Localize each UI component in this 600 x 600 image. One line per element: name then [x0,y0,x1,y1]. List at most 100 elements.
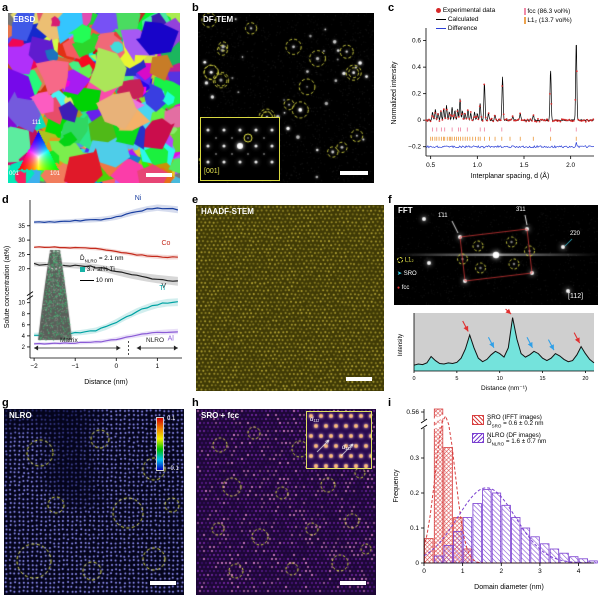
svg-text:4: 4 [22,334,26,340]
svg-text:−0.2: −0.2 [408,144,421,151]
sro-legend-dbar: D̄SRO = 0.6 ± 0.2 nm [487,420,544,429]
ebsd-tag: EBSD [13,15,36,24]
experimental-dot-icon [436,8,441,13]
ebsd-map-canvas [8,13,180,183]
panel-f: f FFT 1̄11 3̄11 2̄20 L1₂ ➤ SRO ● fcc [11… [386,192,600,395]
haadf-image: HAADF-STEM [196,205,384,391]
sro-fcc-image: SRO + fcc d₁₁₁ d₁₁₁ [196,409,376,595]
svg-text:15: 15 [540,376,546,382]
diffraction-inset [200,117,280,181]
scale-bar [340,581,366,585]
l12-tick-icon [524,17,526,24]
tip-scale-legend: 10 nm [80,277,113,284]
histogram-legend: SRO (IFFT images) D̄SRO = 0.6 ± 0.2 nm N… [472,414,547,447]
panel-a-letter: a [2,2,9,14]
svg-text:2.0: 2.0 [566,162,575,169]
legend-fcc-label: fcc (86.3 vol%) [527,8,571,16]
svg-text:0.3: 0.3 [410,455,419,462]
legend-calculated-label: Calculated [447,16,479,23]
svg-text:6: 6 [22,323,26,329]
nlro-legend-name: NLRO (DF images) [487,432,541,440]
legend-l12-label: L1₂ (13.7 vol%) [527,17,572,25]
svg-text:1: 1 [461,568,465,575]
panel-g: g NLRO 0.1 −0.1 [0,395,190,600]
dftem-tag: DF-TEM [203,15,234,24]
svg-text:10: 10 [497,376,503,382]
svg-text:Interplanar spacing, d (Å): Interplanar spacing, d (Å) [471,171,550,180]
sro-legend-name: SRO (IFFT images) [487,414,542,421]
panel-e: e HAADF-STEM [190,192,386,395]
fft-legend-sro: ➤ SRO [397,271,417,277]
legend-l12: L1₂ (13.7 vol%) [524,17,572,25]
fft-legend-fcc-label: fcc [401,285,410,291]
svg-text:0: 0 [415,560,419,567]
svg-text:0: 0 [412,376,415,382]
scale-bar [150,581,176,585]
haadf-tag: HAADF-STEM [201,207,254,216]
svg-text:Distance (nm⁻¹): Distance (nm⁻¹) [481,385,527,392]
panel-c-letter: c [388,2,395,14]
ipf-label-101: 101 [50,171,61,177]
svg-text:Solute concentration (at%): Solute concentration (at%) [4,246,11,329]
svg-text:0.2: 0.2 [412,91,421,98]
svg-text:0: 0 [114,363,118,370]
svg-text:−1: −1 [71,363,79,370]
svg-text:30: 30 [18,238,25,244]
svg-text:10: 10 [18,301,25,307]
svg-text:Frequency: Frequency [393,469,400,503]
xrd-chart: 0.5 1.0 1.5 2.0 −0.2 0 0.2 0.4 0.6 Interplanar sp… [391,28,595,180]
svg-text:20: 20 [582,376,588,382]
isosurface-label: 3.7 at% Ti [86,266,115,274]
haadf-canvas [196,205,384,391]
sro-arrow-icon: ➤ [397,271,403,277]
zone-axis-112-label: [112] [568,293,584,300]
svg-text:Domain diameter (nm): Domain diameter (nm) [474,584,544,591]
svg-text:8: 8 [22,312,26,318]
svg-text:0.5: 0.5 [426,162,435,169]
nlro-legend-dbar: D̄NLRO = 1.6 ± 0.7 nm [487,438,547,447]
d111-label-b: d₁₁₁ [342,445,352,451]
nlro-hatch-swatch-icon [472,433,484,444]
dbar-subscript: NLRO [84,258,98,264]
scale-bar [340,171,368,175]
apt-tip-inset [34,248,76,342]
svg-text:2: 2 [499,568,503,575]
fft-legend-fcc: ● fcc [397,285,409,291]
lattice-inset [306,411,372,469]
ipf-label-001: 001 [9,171,20,177]
panel-d: d −2 −1 0 1 2 4 6 8 10 20 25 30 35 Distance (nm) Solut… [0,192,190,395]
legend-fcc: fcc (86.3 vol%) [524,8,570,16]
svg-text:0: 0 [422,568,426,575]
l12-circle-icon [397,257,403,263]
svg-text:Distance (nm): Distance (nm) [84,379,128,386]
fft-image: FFT 1̄11 3̄11 2̄20 L1₂ ➤ SRO ● fcc [112] [394,205,598,305]
scale-bar [146,173,172,177]
panel-b: b DF-TEM [001] [190,0,386,192]
ebsd-image: EBSD 111 001 101 [8,13,180,183]
svg-text:Normalized intensity: Normalized intensity [391,61,398,125]
spot-label-311: 3̄11 [516,207,526,213]
colorbar-min-label: −0.1 [167,466,179,472]
spot-label-111: 1̄11 [438,213,448,219]
svg-text:1.0: 1.0 [473,162,482,169]
colorbar [156,417,164,471]
nlro-region-label: NLRO [146,337,165,344]
svg-text:0: 0 [417,117,421,124]
isosurface-swatch-icon [80,267,85,272]
fft-legend-l12-label: L1₂ [404,257,414,264]
panel-c: c 0.5 1.0 1.5 2.0 −0.2 0 0.2 0.4 0.6 Interplanar … [386,0,600,192]
lattice-inset-canvas [307,412,371,468]
nlro-map-canvas [4,409,184,595]
svg-text:4: 4 [577,568,581,575]
histogram-chart: 0 1 2 3 4 0 0.1 0.2 0.3 0.56 Domain diameter (nm) F… [393,408,598,591]
histogram-legend-sro: SRO (IFFT images) D̄SRO = 0.6 ± 0.2 nm [472,414,546,429]
fft-canvas [394,205,598,305]
sro-hatch-swatch-icon [472,415,484,425]
panel-h-letter: h [192,397,199,409]
svg-text:0.2: 0.2 [410,490,419,497]
legend-experimental-label: Experimental data [442,7,496,15]
panel-g-letter: g [2,397,9,409]
legend-calculated: Calculated [436,16,479,24]
svg-text:Ti: Ti [159,285,165,292]
svg-text:3: 3 [538,568,542,575]
